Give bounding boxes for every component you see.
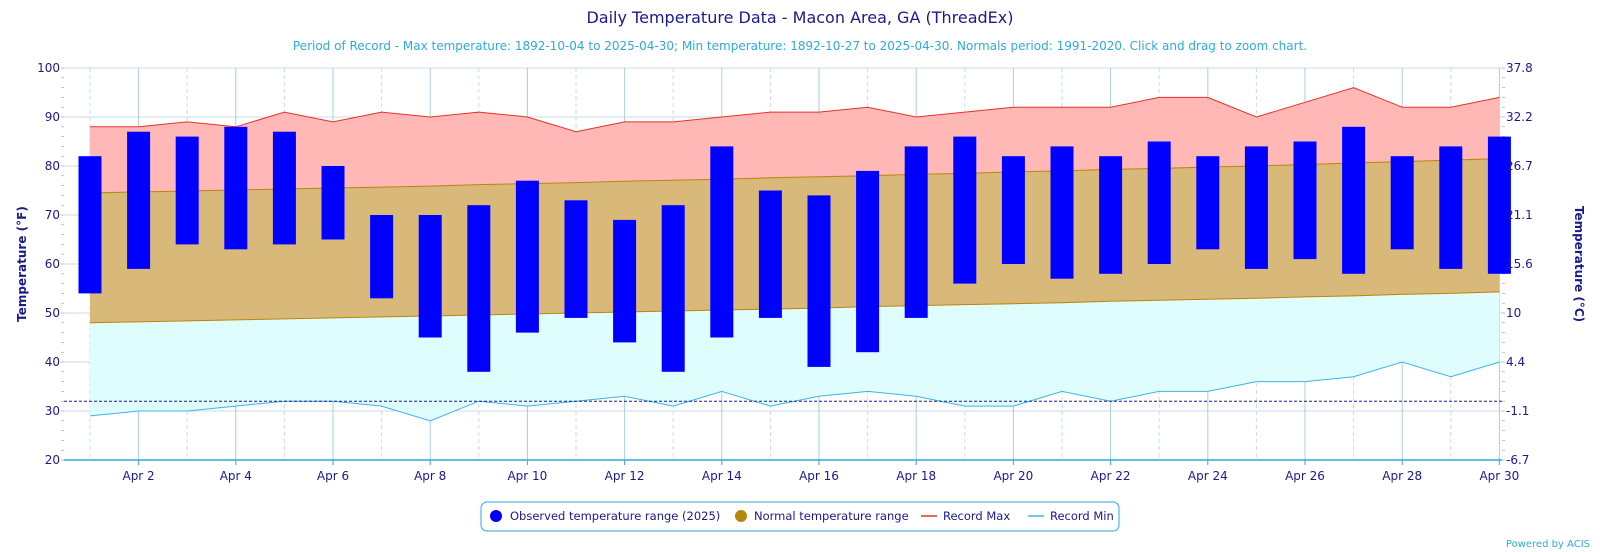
legend: Observed temperature range (2025) Normal… (480, 501, 1120, 532)
y-ticks-left: 20 30 40 50 60 70 80 90 100 (37, 61, 60, 467)
credit-link[interactable]: Powered by ACIS (1506, 539, 1590, 550)
y-tick-label-left: 100 (37, 61, 60, 75)
x-tick-label: Apr 18 (896, 469, 936, 483)
legend-box (480, 501, 1120, 532)
legend-marker-observed (490, 510, 502, 522)
y-tick-label-right: 15.6 (1506, 257, 1533, 271)
y-tick-label-left: 40 (45, 355, 60, 369)
area-bands (89, 87, 1500, 421)
legend-label-normal: Normal temperature range (754, 509, 909, 523)
normal-low-line (89, 291, 1500, 324)
observed-bar (321, 166, 345, 240)
x-tick-label: Apr 8 (414, 469, 446, 483)
observed-bar (78, 156, 102, 294)
observed-bar (1196, 156, 1220, 250)
y-tick-label-right: 21.1 (1506, 208, 1533, 222)
observed-bar (418, 215, 442, 338)
legend-item-normal[interactable]: Normal temperature range (735, 509, 909, 523)
observed-bar (661, 205, 685, 372)
legend-item-observed[interactable]: Observed temperature range (2025) (490, 509, 720, 523)
record-max-line (90, 87, 1500, 133)
observed-bar (856, 170, 880, 353)
x-tick-label: Apr 26 (1285, 469, 1325, 483)
x-tick-label: Apr 10 (507, 469, 547, 483)
legend-marker-normal (735, 510, 747, 522)
observed-bar (1439, 146, 1463, 269)
x-tick-label: Apr 6 (317, 469, 349, 483)
observed-bar (1390, 156, 1414, 250)
observed-bar (564, 200, 588, 318)
observed-bar (953, 136, 977, 284)
y-tick-label-right: 37.8 (1506, 61, 1533, 75)
record-max-band (90, 87, 1500, 193)
observed-bar (1001, 156, 1025, 264)
legend-label-observed: Observed temperature range (2025) (510, 509, 720, 523)
legend-item-record-max[interactable]: Record Max (921, 509, 1010, 523)
observed-bar (1147, 141, 1171, 264)
observed-bar (127, 131, 151, 269)
y-tick-label-left: 20 (45, 453, 60, 467)
chart-title: Daily Temperature Data - Macon Area, GA … (586, 8, 1013, 27)
x-tick-label: Apr 24 (1188, 469, 1228, 483)
y-ticks-right: -6.7 -1.1 4.4 10 15.6 21.1 26.7 32.2 37.8 (1506, 61, 1533, 467)
observed-bar (758, 190, 782, 318)
x-tick-label: Apr 30 (1479, 469, 1519, 483)
y-axis-label-left: Temperature (°F) (15, 206, 29, 322)
x-tick-label: Apr 20 (993, 469, 1033, 483)
x-tick-label: Apr 14 (702, 469, 742, 483)
observed-bars (78, 126, 1511, 372)
observed-bar (1099, 156, 1123, 274)
x-tick-label: Apr 22 (1091, 469, 1131, 483)
y-tick-label-left: 90 (45, 110, 60, 124)
observed-bar (1342, 126, 1366, 274)
observed-bar (904, 146, 928, 318)
y-tick-label-left: 60 (45, 257, 60, 271)
legend-item-record-min[interactable]: Record Min (1028, 509, 1114, 523)
x-ticks: Apr 2 Apr 4 Apr 6 Apr 8 Apr 10 Apr 12 Apr 14 Ap… (122, 460, 1519, 483)
observed-bar (515, 180, 539, 333)
record-min-band (90, 291, 1500, 421)
y-tick-label-right: -6.7 (1506, 453, 1529, 467)
observed-bar (224, 126, 248, 250)
observed-bar (807, 195, 831, 367)
x-tick-label: Apr 2 (122, 469, 154, 483)
y-tick-label-right: 26.7 (1506, 159, 1533, 173)
x-tick-label: Apr 28 (1382, 469, 1422, 483)
normal-band (90, 158, 1500, 323)
observed-bar (1050, 146, 1074, 279)
y-tick-label-right: 32.2 (1506, 110, 1533, 124)
y-tick-label-left: 80 (45, 159, 60, 173)
x-tick-label: Apr 4 (220, 469, 252, 483)
y-tick-label-left: 30 (45, 404, 60, 418)
observed-bar (370, 215, 394, 299)
y-tick-label-right: -1.1 (1506, 404, 1529, 418)
y-tick-label-left: 50 (45, 306, 60, 320)
y-tick-label-right: 10 (1506, 306, 1521, 320)
observed-bar (467, 205, 491, 372)
y-axis-label-right: Temperature (°C) (1572, 206, 1586, 322)
observed-bar (272, 131, 296, 245)
observed-bar (175, 136, 199, 245)
x-tick-label: Apr 16 (799, 469, 839, 483)
y-tick-label-right: 4.4 (1506, 355, 1525, 369)
chart-subtitle: Period of Record - Max temperature: 1892… (293, 39, 1307, 53)
observed-bar (1244, 146, 1268, 269)
observed-bar (613, 219, 637, 343)
x-tick-label: Apr 12 (605, 469, 645, 483)
observed-bar (1487, 136, 1511, 274)
y-tick-label-left: 70 (45, 208, 60, 222)
observed-bar (710, 146, 734, 338)
legend-label-record-min: Record Min (1050, 509, 1114, 523)
legend-label-record-max: Record Max (943, 509, 1010, 523)
observed-bar (1293, 141, 1317, 260)
